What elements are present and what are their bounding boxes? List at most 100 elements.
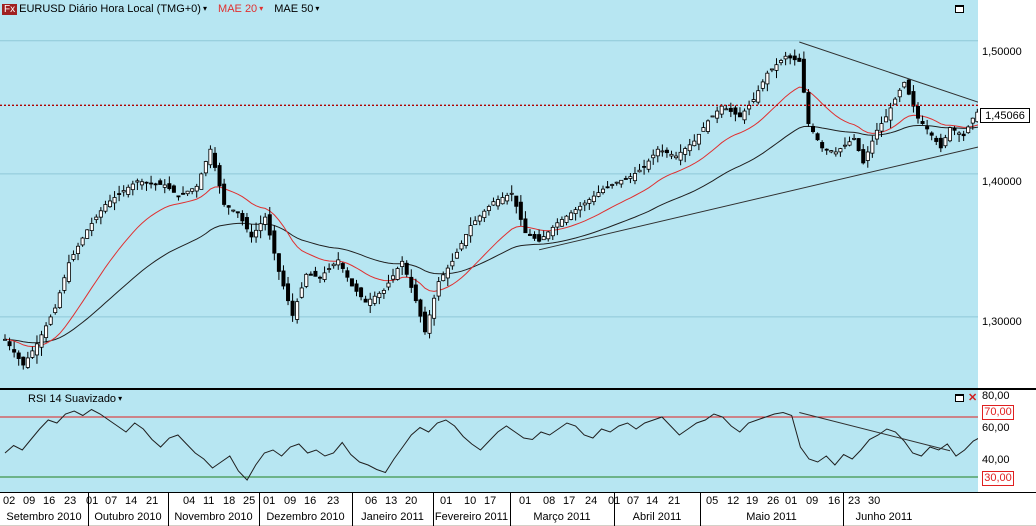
maximize-icon[interactable] — [955, 394, 964, 402]
month-tick-label: Junho 2011 — [855, 511, 913, 523]
day-tick-label: 23 — [848, 495, 861, 507]
candle — [44, 325, 49, 339]
rsi-trendline — [799, 412, 951, 452]
candle — [523, 218, 528, 234]
rsi-dropdown-icon[interactable]: ▾ — [118, 394, 123, 403]
trendline — [538, 139, 1010, 251]
rsi-chart — [0, 408, 983, 481]
candle — [149, 182, 154, 185]
month-separator — [843, 493, 844, 526]
candle — [94, 216, 99, 221]
candle — [642, 165, 647, 168]
candle — [181, 192, 186, 195]
candle — [454, 251, 459, 259]
candle — [719, 105, 724, 115]
ma50-label[interactable]: MAE 50 — [274, 3, 314, 15]
candle — [208, 148, 213, 166]
candle — [537, 234, 542, 242]
candle — [171, 185, 176, 193]
price-chart-pane[interactable]: Fx EURUSD Diário Hora Local (TMG+0) ▾ MAE … — [0, 0, 1015, 388]
candle — [377, 292, 382, 299]
candle — [34, 343, 39, 356]
candle — [117, 193, 122, 195]
fx-logo: Fx — [2, 4, 18, 15]
candle — [833, 151, 838, 155]
month-tick-label: Dezembro 2010 — [266, 511, 345, 523]
candle — [865, 151, 870, 161]
rsi-tick-label: 80,00 — [982, 390, 1010, 402]
candle — [646, 160, 651, 170]
ma20-label[interactable]: MAE 20 — [218, 3, 258, 15]
symbol-label[interactable]: EURUSD Diário Hora Local (TMG+0) — [19, 3, 201, 15]
candle — [404, 262, 409, 275]
candle — [970, 117, 975, 124]
candle — [811, 125, 816, 133]
candle — [824, 148, 829, 151]
candle — [733, 107, 738, 115]
candle — [57, 292, 62, 309]
candle — [765, 72, 770, 85]
day-tick-label: 01 — [86, 495, 99, 507]
day-tick-label: 30 — [868, 495, 881, 507]
candle — [359, 287, 364, 298]
candle — [272, 230, 277, 254]
candle — [409, 276, 414, 288]
candle — [779, 60, 784, 64]
close-icon[interactable]: ✕ — [968, 392, 978, 404]
candle — [349, 278, 354, 287]
candle — [386, 282, 391, 288]
maximize-icon[interactable] — [955, 5, 964, 13]
candle — [231, 209, 236, 212]
candle — [80, 237, 85, 246]
rsi-label[interactable]: RSI 14 Suavizado — [28, 393, 117, 405]
candle — [203, 161, 208, 174]
price-tick-label: 1,40000 — [982, 176, 1022, 188]
candle — [797, 57, 802, 62]
candle — [85, 229, 90, 239]
candle — [258, 223, 263, 232]
candle — [317, 276, 322, 279]
candle — [144, 181, 149, 184]
candle — [957, 132, 962, 135]
rsi-level-70-label: 70,00 — [982, 405, 1014, 420]
candle — [126, 186, 131, 195]
candle — [966, 126, 971, 134]
candle — [961, 133, 966, 137]
candle — [674, 155, 679, 159]
ma50-dropdown-icon[interactable]: ▾ — [315, 4, 320, 13]
rsi-pane[interactable]: RSI 14 Suavizado ▾ ✕ — [0, 390, 983, 492]
candle — [418, 299, 423, 317]
month-tick-label: Janeiro 2011 — [361, 511, 424, 523]
candle — [724, 108, 729, 111]
candle — [550, 226, 555, 237]
candle — [235, 211, 240, 214]
candle — [651, 154, 656, 159]
day-tick-label: 01 — [519, 495, 532, 507]
ma20-dropdown-icon[interactable]: ▾ — [259, 4, 264, 13]
candle — [569, 212, 574, 220]
candle — [884, 116, 889, 123]
candle — [874, 129, 879, 140]
candle — [870, 140, 875, 154]
candle — [619, 179, 624, 185]
symbol-dropdown-icon[interactable]: ▾ — [202, 4, 207, 13]
candle — [806, 92, 811, 124]
day-tick-label: 13 — [385, 495, 398, 507]
candle — [947, 127, 952, 142]
candle — [331, 263, 336, 267]
pane-divider[interactable] — [0, 388, 1036, 390]
day-tick-label: 05 — [706, 495, 719, 507]
month-tick-label: Novembro 2010 — [174, 511, 253, 523]
candle — [509, 192, 514, 195]
candle — [623, 178, 628, 180]
day-tick-label: 07 — [627, 495, 640, 507]
candle — [363, 298, 368, 303]
candle — [436, 281, 441, 297]
candle — [48, 316, 53, 325]
day-tick-label: 04 — [183, 495, 196, 507]
candle — [190, 188, 195, 192]
candle — [861, 149, 866, 164]
rsi-tick-label: 40,00 — [982, 454, 1010, 466]
candle — [614, 181, 619, 184]
month-tick-label: Abril 2011 — [632, 511, 682, 523]
